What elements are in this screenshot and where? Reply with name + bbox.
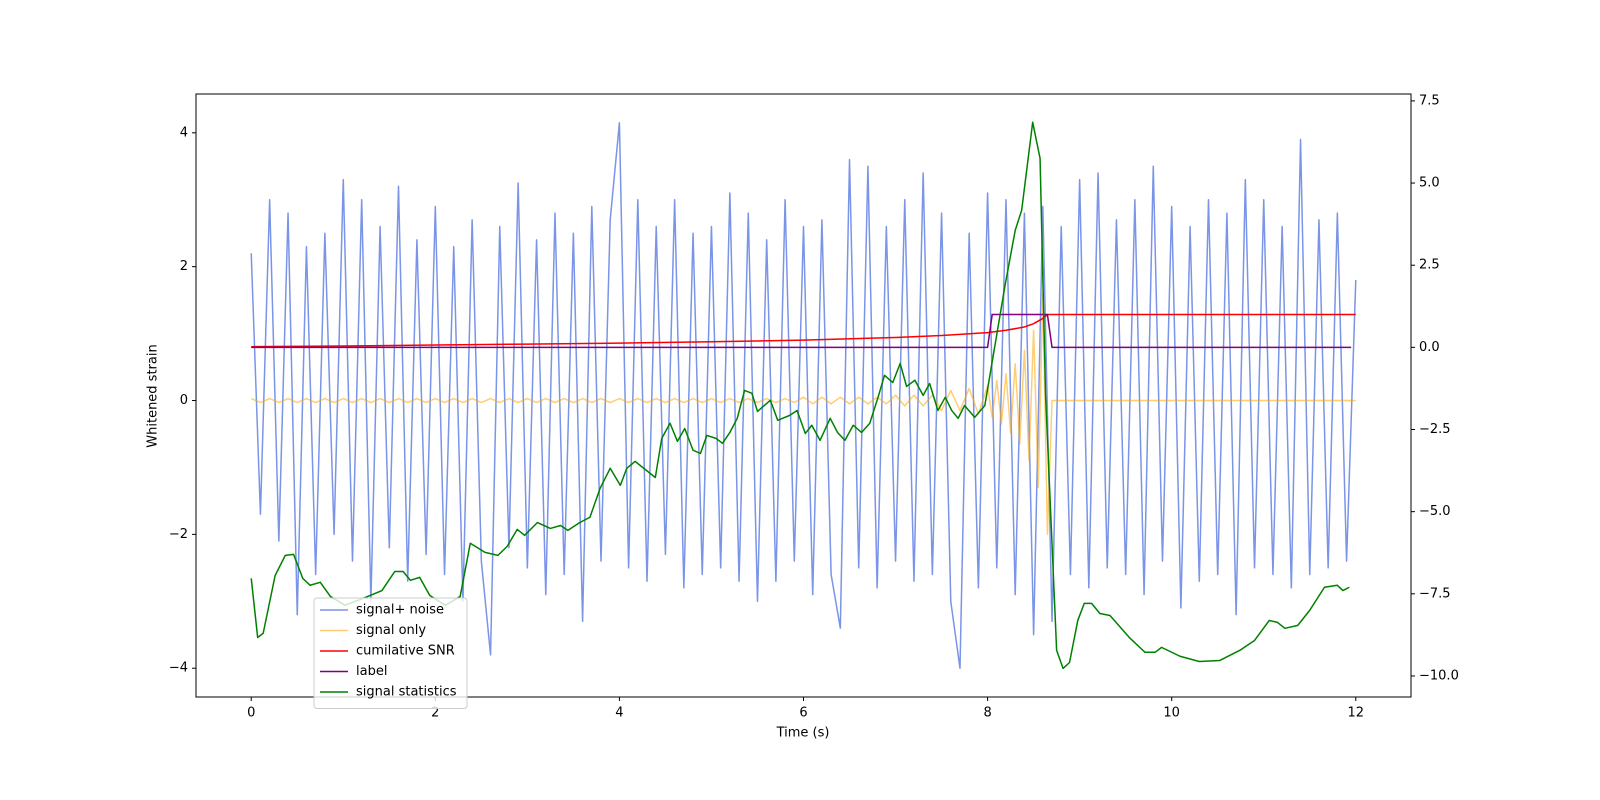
y-tick-label: 2	[180, 259, 188, 274]
series-line	[251, 313, 1352, 349]
legend-label: cumilative SNR	[356, 644, 455, 659]
y2-tick-label: 2.5	[1419, 258, 1440, 273]
x-tick-label: 6	[799, 706, 807, 721]
series-line	[251, 313, 1356, 348]
legend-label: signal only	[356, 623, 426, 638]
x-tick-label: 8	[983, 706, 991, 721]
y2-tick-label: 5.0	[1419, 176, 1440, 191]
y2-tick-label: −7.5	[1419, 586, 1451, 601]
legend-label: signal statistics	[356, 685, 457, 700]
legend: signal+ noise signal only cumilative SNR la…	[313, 597, 468, 709]
x-tick-label: 10	[1163, 706, 1180, 721]
series-line	[250, 121, 1350, 670]
y2-tick-label: 0.0	[1419, 340, 1440, 355]
x-tick-label: 0	[247, 706, 255, 721]
y2-tick-label: 7.5	[1419, 93, 1440, 108]
y-tick-label: −2	[169, 527, 188, 542]
y-axis-label: Whitened strain	[146, 344, 161, 447]
x-tick-label: 2	[431, 706, 439, 721]
series-line	[250, 292, 1356, 536]
y2-tick-label: −10.0	[1419, 668, 1459, 683]
y-tick-label: 0	[180, 393, 188, 408]
legend-label: label	[356, 664, 387, 679]
y2-tick-label: −5.0	[1419, 504, 1451, 519]
legend-label: signal+ noise	[356, 603, 444, 618]
axes-frame	[195, 93, 1412, 698]
x-axis-label: Time (s)	[776, 726, 830, 741]
legend-box	[313, 597, 468, 709]
y-tick-label: 4	[180, 125, 188, 140]
x-tick-label: 12	[1347, 706, 1364, 721]
series-line	[250, 122, 1357, 669]
x-tick-label: 4	[615, 706, 623, 721]
y2-tick-label: −2.5	[1419, 422, 1451, 437]
y-tick-label: −4	[169, 661, 188, 676]
